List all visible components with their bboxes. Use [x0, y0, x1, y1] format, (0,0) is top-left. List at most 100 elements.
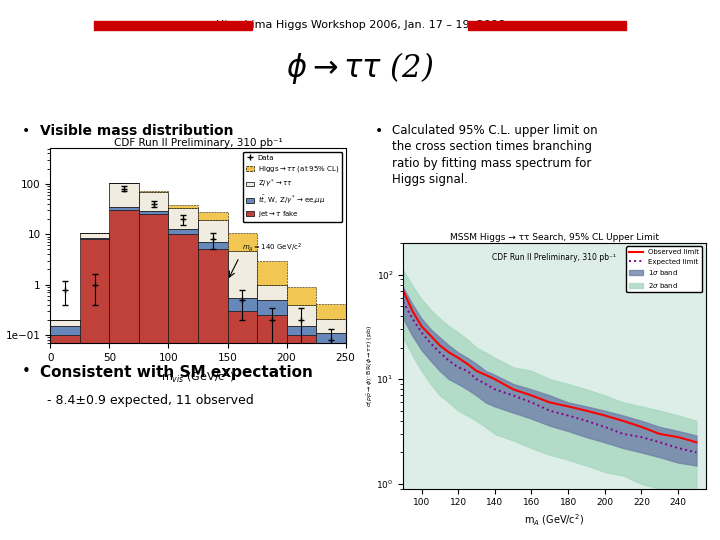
Bar: [168, 230, 198, 234]
Text: the cross section times branching: the cross section times branching: [392, 140, 593, 153]
Title: CDF Run II Preliminary, 310 pb⁻¹: CDF Run II Preliminary, 310 pb⁻¹: [114, 138, 282, 148]
Expected limit: [674, 445, 683, 451]
Expected limit: [637, 434, 646, 440]
Observed limit: [600, 412, 609, 418]
X-axis label: m$_{vis}$ (GeV/c$^{2}$): m$_{vis}$ (GeV/c$^{2}$): [161, 368, 235, 387]
Bar: [139, 214, 168, 540]
Expected limit: [527, 399, 536, 406]
Text: $\phi \rightarrow \tau\tau$ (2): $\phi \rightarrow \tau\tau$ (2): [286, 50, 434, 85]
Line: Observed limit: Observed limit: [403, 291, 696, 442]
Bar: [139, 192, 168, 211]
Observed limit: [399, 287, 408, 294]
Observed limit: [582, 408, 591, 414]
Expected limit: [509, 392, 518, 399]
Bar: [168, 234, 198, 540]
Text: •: •: [22, 364, 30, 380]
Bar: [228, 233, 257, 252]
Text: Calculated 95% C.L. upper limit on: Calculated 95% C.L. upper limit on: [392, 124, 598, 137]
Text: •: •: [22, 124, 30, 138]
Bar: [198, 212, 228, 220]
Expected limit: [618, 431, 627, 437]
Bar: [168, 205, 198, 208]
Bar: [198, 242, 228, 249]
Observed limit: [509, 386, 518, 393]
Bar: [257, 300, 287, 315]
Title: MSSM Higgs → ττ Search, 95% CL Upper Limit: MSSM Higgs → ττ Search, 95% CL Upper Lim…: [450, 233, 659, 242]
Bar: [316, 333, 346, 346]
Text: Higgs signal.: Higgs signal.: [392, 173, 468, 186]
Bar: [109, 207, 139, 210]
Expected limit: [564, 412, 572, 418]
Expected limit: [490, 386, 499, 393]
Expected limit: [482, 381, 490, 387]
Bar: [80, 238, 109, 239]
Expected limit: [408, 315, 417, 322]
Expected limit: [692, 449, 701, 456]
Bar: [50, 335, 80, 540]
Observed limit: [445, 349, 454, 356]
Legend: Observed limit, Expected limit, 1$\sigma$ band, 2$\sigma$ band: Observed limit, Expected limit, 1$\sigma…: [626, 246, 702, 293]
Observed limit: [482, 372, 490, 378]
Text: Consistent with SM expectation: Consistent with SM expectation: [40, 364, 312, 380]
Expected limit: [472, 376, 481, 382]
Text: ratio by fitting mass spectrum for: ratio by fitting mass spectrum for: [392, 157, 592, 170]
Bar: [316, 346, 346, 540]
Expected limit: [454, 364, 462, 370]
Expected limit: [445, 357, 454, 364]
Bar: [316, 319, 346, 333]
Bar: [80, 239, 109, 540]
Bar: [228, 311, 257, 540]
Y-axis label: $\sigma(p\bar{p}\rightarrow\phi)\cdot$BR$(\phi\rightarrow\tau\tau)$ (pb): $\sigma(p\bar{p}\rightarrow\phi)\cdot$BR…: [366, 325, 375, 407]
Text: - 8.4±0.9 expected, 11 observed: - 8.4±0.9 expected, 11 observed: [47, 394, 253, 407]
Observed limit: [408, 308, 417, 314]
Bar: [287, 305, 316, 326]
Bar: [228, 298, 257, 311]
Observed limit: [564, 403, 572, 410]
Expected limit: [463, 368, 472, 374]
Bar: [257, 315, 287, 540]
Line: Expected limit: Expected limit: [403, 302, 696, 453]
Bar: [168, 208, 198, 230]
Bar: [139, 211, 168, 214]
Expected limit: [600, 424, 609, 430]
Bar: [139, 191, 168, 192]
Observed limit: [490, 376, 499, 382]
Bar: [316, 304, 346, 319]
Bar: [287, 326, 316, 335]
Bar: [287, 335, 316, 540]
Text: CDF Run II Preliminary, 310 pb⁻¹: CDF Run II Preliminary, 310 pb⁻¹: [492, 253, 616, 262]
Expected limit: [426, 340, 435, 347]
Observed limit: [454, 355, 462, 361]
Observed limit: [546, 399, 554, 406]
Bar: [109, 210, 139, 540]
Bar: [287, 287, 316, 305]
Text: •: •: [374, 124, 382, 138]
Expected limit: [582, 417, 591, 424]
Observed limit: [637, 424, 646, 430]
Bar: [109, 183, 139, 207]
Expected limit: [417, 329, 426, 336]
Observed limit: [655, 431, 664, 437]
Observed limit: [436, 342, 444, 349]
Expected limit: [655, 439, 664, 446]
Observed limit: [692, 439, 701, 446]
Observed limit: [426, 333, 435, 339]
Bar: [257, 261, 287, 285]
Bar: [50, 320, 80, 326]
Bar: [50, 326, 80, 335]
Bar: [257, 285, 287, 300]
Bar: [228, 252, 257, 298]
Observed limit: [674, 434, 683, 440]
Expected limit: [399, 299, 408, 305]
Observed limit: [417, 323, 426, 329]
Text: Visible mass distribution: Visible mass distribution: [40, 124, 233, 138]
Observed limit: [463, 361, 472, 367]
Observed limit: [527, 392, 536, 399]
Text: Hiroshima Higgs Workshop 2006, Jan. 17 – 19, 2006: Hiroshima Higgs Workshop 2006, Jan. 17 –…: [215, 21, 505, 30]
Bar: [198, 220, 228, 242]
Legend: Data, Higgs$\rightarrow\tau\tau$ (at 95% CL), Z/$\gamma^*\rightarrow\tau\tau$, $: Data, Higgs$\rightarrow\tau\tau$ (at 95%…: [243, 152, 342, 222]
Bar: [80, 233, 109, 238]
Observed limit: [618, 417, 627, 424]
Bar: [198, 249, 228, 540]
X-axis label: m$_{A}$ (GeV/c$^{2}$): m$_{A}$ (GeV/c$^{2}$): [524, 513, 585, 528]
